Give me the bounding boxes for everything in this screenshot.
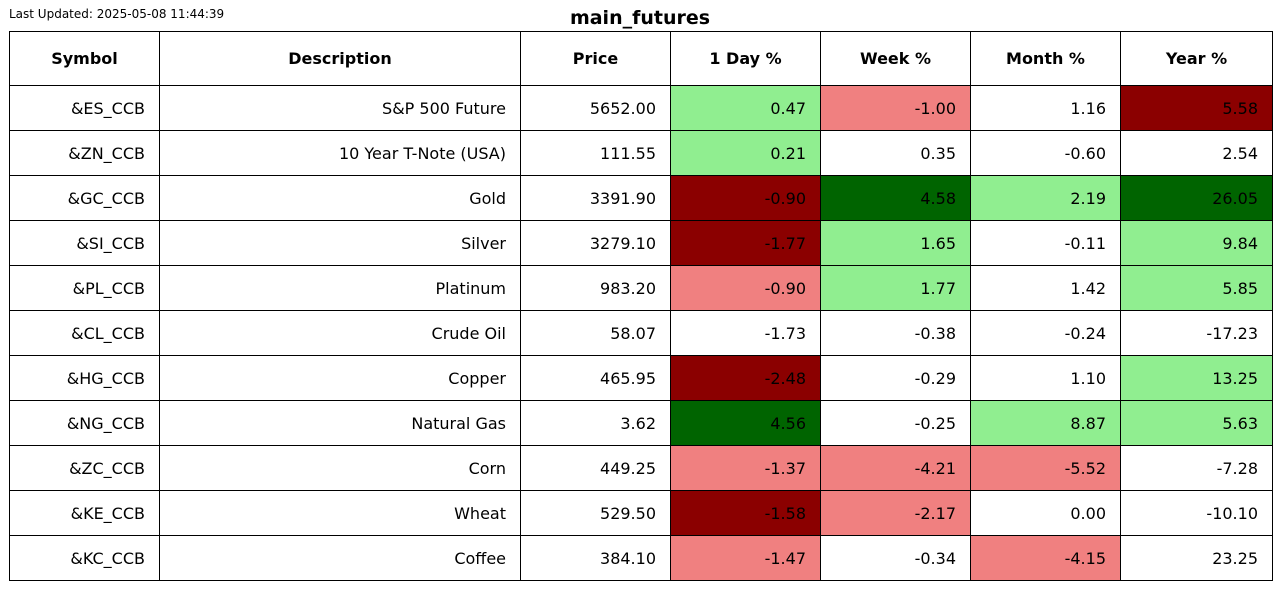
day-pct-cell: -1.77 [670,220,821,266]
symbol-cell: &ZC_CCB [9,445,160,491]
week-pct-cell: -0.38 [820,310,971,356]
day-pct-cell: -0.90 [670,175,821,221]
month-pct-cell: 1.42 [970,265,1121,311]
year-pct-cell: 5.58 [1120,85,1273,131]
day-pct-cell: 4.56 [670,400,821,446]
week-pct-cell: 1.77 [820,265,971,311]
month-pct-cell: -0.24 [970,310,1121,356]
week-pct-cell: -0.25 [820,400,971,446]
day-pct-cell: -1.73 [670,310,821,356]
day-pct-cell: -1.58 [670,490,821,536]
week-pct-cell: -0.29 [820,355,971,401]
table-row: &CL_CCB Crude Oil 58.07 -1.73 -0.38 -0.24 -17.… [9,310,1273,356]
column-header-1-day-pct: 1 Day % [670,31,821,86]
year-pct-cell: 9.84 [1120,220,1273,266]
month-pct-cell: -0.11 [970,220,1121,266]
table-row: &PL_CCB Platinum 983.20 -0.90 1.77 1.42 5.85 [9,265,1273,311]
week-pct-cell: 1.65 [820,220,971,266]
table-row: &HG_CCB Copper 465.95 -2.48 -0.29 1.10 13.25 [9,355,1273,401]
price-cell: 3.62 [520,400,671,446]
month-pct-cell: -4.15 [970,535,1121,581]
month-pct-cell: 1.16 [970,85,1121,131]
price-cell: 5652.00 [520,85,671,131]
table-row: &ZC_CCB Corn 449.25 -1.37 -4.21 -5.52 -7.28 [9,445,1273,491]
week-pct-cell: -0.34 [820,535,971,581]
month-pct-cell: 2.19 [970,175,1121,221]
symbol-cell: &SI_CCB [9,220,160,266]
year-pct-cell: 23.25 [1120,535,1273,581]
description-cell: Corn [159,445,521,491]
year-pct-cell: 13.25 [1120,355,1273,401]
price-cell: 529.50 [520,490,671,536]
column-header-year-pct: Year % [1120,31,1273,86]
week-pct-cell: -4.21 [820,445,971,491]
symbol-cell: &GC_CCB [9,175,160,221]
table-row: &KC_CCB Coffee 384.10 -1.47 -0.34 -4.15 23.25 [9,535,1273,581]
symbol-cell: &ES_CCB [9,85,160,131]
price-cell: 3279.10 [520,220,671,266]
symbol-cell: &KC_CCB [9,535,160,581]
year-pct-cell: -10.10 [1120,490,1273,536]
last-updated-timestamp: Last Updated: 2025-05-08 11:44:39 [9,7,225,21]
description-cell: Crude Oil [159,310,521,356]
day-pct-cell: 0.21 [670,130,821,176]
week-pct-cell: 4.58 [820,175,971,221]
week-pct-cell: 0.35 [820,130,971,176]
month-pct-cell: 8.87 [970,400,1121,446]
table-title: main_futures [569,7,711,29]
description-cell: Gold [159,175,521,221]
day-pct-cell: -1.37 [670,445,821,491]
header-row: Symbol Description Price 1 Day % Week % … [9,31,1273,86]
year-pct-cell: -7.28 [1120,445,1273,491]
symbol-cell: &KE_CCB [9,490,160,536]
month-pct-cell: -5.52 [970,445,1121,491]
description-cell: Copper [159,355,521,401]
year-pct-cell: 2.54 [1120,130,1273,176]
year-pct-cell: -17.23 [1120,310,1273,356]
table-row: &KE_CCB Wheat 529.50 -1.58 -2.17 0.00 -10.10 [9,490,1273,536]
day-pct-cell: -2.48 [670,355,821,401]
symbol-cell: &ZN_CCB [9,130,160,176]
column-header-month-pct: Month % [970,31,1121,86]
week-pct-cell: -1.00 [820,85,971,131]
price-cell: 983.20 [520,265,671,311]
futures-table: Symbol Description Price 1 Day % Week % … [9,31,1273,581]
table-row: &SI_CCB Silver 3279.10 -1.77 1.65 -0.11 9.84 [9,220,1273,266]
description-cell: Platinum [159,265,521,311]
day-pct-cell: -0.90 [670,265,821,311]
day-pct-cell: -1.47 [670,535,821,581]
price-cell: 465.95 [520,355,671,401]
year-pct-cell: 26.05 [1120,175,1273,221]
table-row: &NG_CCB Natural Gas 3.62 4.56 -0.25 8.87 5.63 [9,400,1273,446]
day-pct-cell: 0.47 [670,85,821,131]
description-cell: Wheat [159,490,521,536]
table-row: &ZN_CCB 10 Year T-Note (USA) 111.55 0.21 0.3… [9,130,1273,176]
month-pct-cell: 0.00 [970,490,1121,536]
description-cell: Natural Gas [159,400,521,446]
column-header-week-pct: Week % [820,31,971,86]
column-header-symbol: Symbol [9,31,160,86]
price-cell: 3391.90 [520,175,671,221]
table-row: &GC_CCB Gold 3391.90 -0.90 4.58 2.19 26.05 [9,175,1273,221]
description-cell: Silver [159,220,521,266]
price-cell: 111.55 [520,130,671,176]
description-cell: S&P 500 Future [159,85,521,131]
symbol-cell: &NG_CCB [9,400,160,446]
description-cell: 10 Year T-Note (USA) [159,130,521,176]
year-pct-cell: 5.85 [1120,265,1273,311]
description-cell: Coffee [159,535,521,581]
price-cell: 384.10 [520,535,671,581]
year-pct-cell: 5.63 [1120,400,1273,446]
month-pct-cell: -0.60 [970,130,1121,176]
column-header-description: Description [159,31,521,86]
price-cell: 58.07 [520,310,671,356]
table-row: &ES_CCB S&P 500 Future 5652.00 0.47 -1.00 1.1… [9,85,1273,131]
symbol-cell: &HG_CCB [9,355,160,401]
column-header-price: Price [520,31,671,86]
week-pct-cell: -2.17 [820,490,971,536]
symbol-cell: &PL_CCB [9,265,160,311]
symbol-cell: &CL_CCB [9,310,160,356]
price-cell: 449.25 [520,445,671,491]
month-pct-cell: 1.10 [970,355,1121,401]
